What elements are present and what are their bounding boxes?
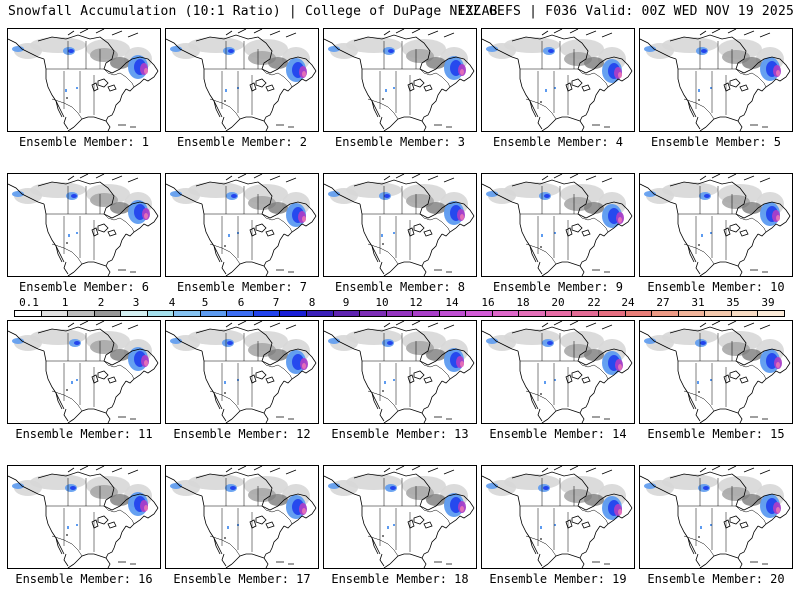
colorbar-tick-label: 12: [409, 296, 423, 309]
colorbar-tick-label: 24: [621, 296, 635, 309]
colorbar: [14, 310, 785, 317]
colorbar-swatch: [599, 311, 626, 316]
colorbar-swatch: [68, 311, 95, 316]
ensemble-map-panel: [7, 320, 161, 424]
ensemble-member-label: Ensemble Member: 9: [492, 280, 624, 294]
ensemble-map-panel: [165, 173, 319, 277]
colorbar-tick-label: 1: [61, 296, 69, 309]
header-right-title: 12Z GEFS | F036 Valid: 00Z WED NOV 19 20…: [456, 4, 794, 19]
colorbar-tick-label: 35: [726, 296, 740, 309]
ensemble-member-label: Ensemble Member: 16: [15, 572, 153, 586]
ensemble-member-label: Ensemble Member: 15: [647, 427, 785, 441]
ensemble-map-panel: [639, 28, 793, 132]
ensemble-map-panel: [481, 173, 635, 277]
ensemble-map-panel: [165, 28, 319, 132]
header-left-title: Snowfall Accumulation (10:1 Ratio) | Col…: [8, 4, 498, 19]
colorbar-swatch: [386, 311, 414, 316]
ensemble-member-label: Ensemble Member: 18: [331, 572, 469, 586]
ensemble-member-label: Ensemble Member: 13: [331, 427, 469, 441]
colorbar-tick-label: 0.1: [19, 296, 39, 309]
ensemble-map-panel: [481, 465, 635, 569]
colorbar-tick-label: 39: [761, 296, 775, 309]
ensemble-member-label: Ensemble Member: 3: [334, 135, 466, 149]
colorbar-tick-label: 10: [375, 296, 389, 309]
ensemble-member-label: Ensemble Member: 14: [489, 427, 627, 441]
ensemble-map-panel: [323, 173, 477, 277]
colorbar-tick-label: 20: [551, 296, 565, 309]
colorbar-tick-label: 22: [587, 296, 601, 309]
ensemble-map-panel: [323, 28, 477, 132]
ensemble-map-panel: [165, 320, 319, 424]
ensemble-map-panel: [639, 465, 793, 569]
colorbar-swatch: [333, 311, 361, 316]
colorbar-tick-label: 31: [691, 296, 705, 309]
colorbar-swatch: [678, 311, 706, 316]
colorbar-swatch: [15, 311, 42, 316]
colorbar-swatch: [147, 311, 175, 316]
ensemble-member-label: Ensemble Member: 5: [650, 135, 782, 149]
colorbar-swatch: [731, 311, 759, 316]
colorbar-swatch: [519, 311, 546, 316]
ensemble-map-panel: [639, 320, 793, 424]
colorbar-tick-label: 16: [481, 296, 495, 309]
ensemble-member-label: Ensemble Member: 10: [647, 280, 785, 294]
colorbar-tick-label: 7: [272, 296, 280, 309]
colorbar-tick-label: 14: [445, 296, 459, 309]
colorbar-swatch: [466, 311, 493, 316]
colorbar-swatch: [572, 311, 600, 316]
colorbar-tick-label: 6: [237, 296, 245, 309]
ensemble-map-panel: [481, 28, 635, 132]
ensemble-map-panel: [7, 28, 161, 132]
colorbar-swatch: [439, 311, 467, 316]
ensemble-map-panel: [323, 320, 477, 424]
colorbar-swatch: [41, 311, 69, 316]
ensemble-member-label: Ensemble Member: 4: [492, 135, 624, 149]
colorbar-swatch: [360, 311, 387, 316]
colorbar-tick-label: 2: [97, 296, 105, 309]
colorbar-swatch: [492, 311, 520, 316]
colorbar-swatch: [705, 311, 732, 316]
colorbar-tick-label: 27: [656, 296, 670, 309]
ensemble-map-panel: [639, 173, 793, 277]
colorbar-swatch: [625, 311, 653, 316]
colorbar-swatch: [545, 311, 573, 316]
colorbar-swatch: [253, 311, 281, 316]
colorbar-tick-label: 18: [516, 296, 530, 309]
colorbar-swatch: [200, 311, 228, 316]
colorbar-swatch: [174, 311, 201, 316]
colorbar-swatch: [652, 311, 679, 316]
colorbar-swatch: [280, 311, 308, 316]
colorbar-tick-label: 9: [342, 296, 350, 309]
ensemble-member-label: Ensemble Member: 19: [489, 572, 627, 586]
ensemble-member-label: Ensemble Member: 11: [15, 427, 153, 441]
colorbar-tick-label: 8: [308, 296, 316, 309]
colorbar-swatch: [94, 311, 122, 316]
ensemble-member-label: Ensemble Member: 8: [334, 280, 466, 294]
ensemble-member-label: Ensemble Member: 1: [18, 135, 150, 149]
colorbar-swatch: [413, 311, 440, 316]
ensemble-member-label: Ensemble Member: 2: [176, 135, 308, 149]
ensemble-map-panel: [323, 465, 477, 569]
ensemble-member-label: Ensemble Member: 12: [173, 427, 311, 441]
ensemble-map-panel: [165, 465, 319, 569]
colorbar-tick-label: 4: [168, 296, 176, 309]
ensemble-map-panel: [7, 173, 161, 277]
colorbar-swatch: [307, 311, 334, 316]
colorbar-swatch: [758, 311, 784, 316]
colorbar-swatch: [121, 311, 148, 316]
ensemble-member-label: Ensemble Member: 17: [173, 572, 311, 586]
colorbar-tick-label: 5: [201, 296, 209, 309]
ensemble-member-label: Ensemble Member: 7: [176, 280, 308, 294]
ensemble-map-panel: [481, 320, 635, 424]
colorbar-tick-label: 3: [132, 296, 140, 309]
ensemble-map-panel: [7, 465, 161, 569]
colorbar-swatch: [227, 311, 254, 316]
ensemble-member-label: Ensemble Member: 20: [647, 572, 785, 586]
ensemble-member-label: Ensemble Member: 6: [18, 280, 150, 294]
